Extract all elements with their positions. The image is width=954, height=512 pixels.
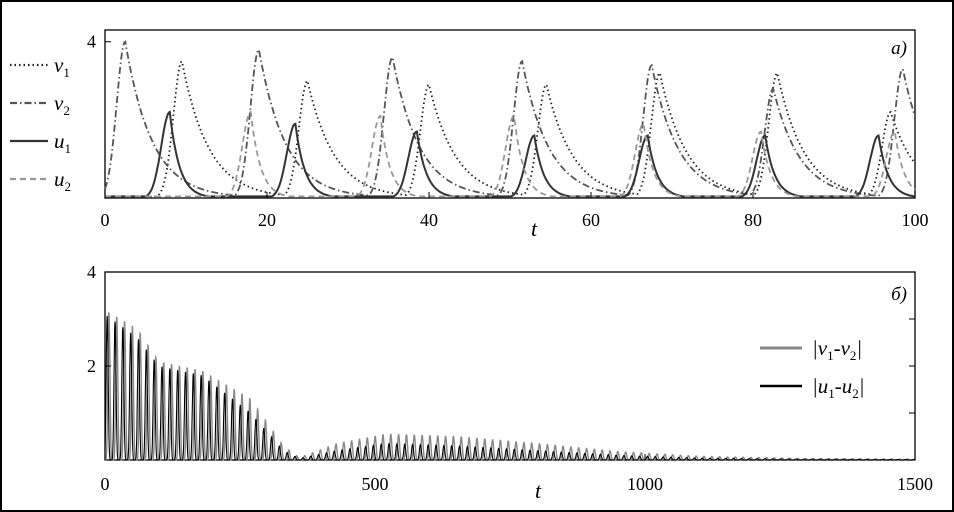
x-axis-label-b: t bbox=[535, 478, 542, 503]
x-tick-label-b: 0 bbox=[101, 474, 110, 494]
ticks-a: 0 20 40 60 80 100 4 bbox=[87, 32, 929, 230]
x-tick-label-b: 1000 bbox=[627, 474, 663, 494]
legend-label-v1v2: |v1-v2| bbox=[812, 336, 862, 363]
series-line-v1 bbox=[105, 59, 916, 198]
plot-area-a bbox=[104, 40, 916, 198]
legend-label-u2: u2 bbox=[54, 167, 71, 194]
legend-a: v1 v2 u1 u2 bbox=[10, 53, 71, 194]
series-line-u1 bbox=[105, 110, 915, 198]
x-tick-label-a: 100 bbox=[902, 210, 929, 230]
x-axis-label-a: t bbox=[531, 216, 538, 241]
series-line-v2 bbox=[104, 40, 916, 197]
legend-label-u1u2: |u1-u2| bbox=[812, 374, 865, 401]
panel-tag-b: б) bbox=[891, 284, 907, 305]
y-tick-label-a: 4 bbox=[87, 32, 96, 52]
x-tick-label-b: 500 bbox=[362, 474, 389, 494]
series-line-u2 bbox=[105, 110, 916, 198]
x-tick-label-a: 80 bbox=[744, 210, 762, 230]
panel-a: 0 20 40 60 80 100 4 a) t v1 v2 u1 u2 bbox=[10, 29, 929, 241]
y-tick-label-b: 4 bbox=[87, 262, 96, 282]
x-tick-label-a: 20 bbox=[258, 210, 276, 230]
panel-b: 0 500 1000 1500 2 4 б) t |v1-v2| |u1-u2| bbox=[87, 262, 933, 503]
legend-label-u1: u1 bbox=[54, 129, 71, 156]
legend-b: |v1-v2| |u1-u2| bbox=[760, 336, 865, 401]
legend-label-v1: v1 bbox=[54, 53, 70, 80]
series-line-u1u2 bbox=[104, 315, 916, 461]
x-tick-label-a: 0 bbox=[101, 210, 110, 230]
x-tick-label-a: 40 bbox=[420, 210, 438, 230]
panel-tag-a: a) bbox=[891, 38, 907, 59]
x-tick-label-a: 60 bbox=[582, 210, 600, 230]
plot-area-b bbox=[104, 311, 916, 461]
plot-frame-a bbox=[104, 29, 916, 199]
x-tick-label-b: 1500 bbox=[897, 474, 933, 494]
y-tick-label-b: 2 bbox=[87, 356, 96, 376]
ticks-b: 0 500 1000 1500 2 4 bbox=[87, 262, 933, 494]
series-line-v1v2 bbox=[105, 311, 916, 461]
legend-label-v2: v2 bbox=[54, 91, 70, 118]
